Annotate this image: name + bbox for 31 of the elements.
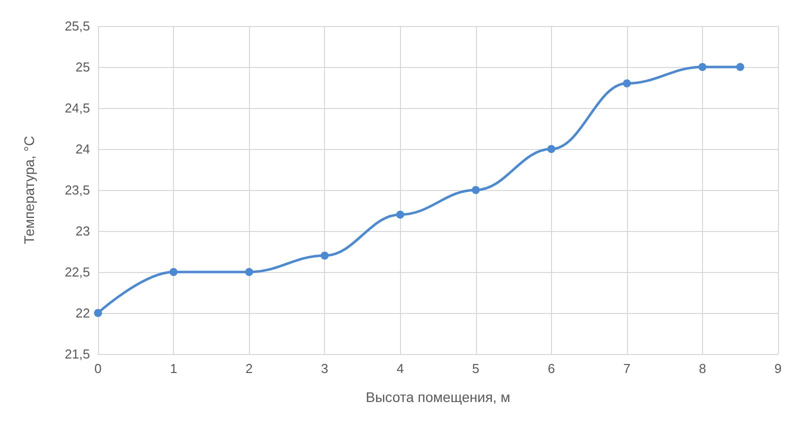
- point: [472, 186, 480, 194]
- point: [622, 79, 631, 88]
- point: [245, 268, 254, 276]
- x-tick-label: 9: [774, 361, 782, 376]
- point: [170, 268, 178, 276]
- y-tick-label: 23,5: [64, 182, 90, 198]
- y-tick-label: 24: [76, 142, 90, 156]
- x-axis-title: Высота помещения, м: [366, 389, 510, 405]
- point: [396, 210, 404, 219]
- y-tick-label: 25: [76, 60, 90, 74]
- y-tick-label: 22,5: [64, 264, 90, 280]
- y-tick-label: 25,5: [64, 18, 90, 34]
- x-tick-label: 3: [321, 361, 328, 376]
- y-axis-title: Температура, °С: [21, 136, 37, 244]
- x-tick-label: 4: [396, 361, 404, 376]
- x-tick-label: 6: [548, 361, 555, 376]
- point: [547, 145, 556, 153]
- x-tick-label: 1: [170, 361, 178, 376]
- y-tick-label: 24,5: [64, 100, 90, 116]
- point: [736, 63, 744, 71]
- x-tick-label: 7: [623, 361, 631, 376]
- y-tick-label: 23: [76, 224, 90, 238]
- x-tick-label: 2: [245, 361, 253, 376]
- x-tick-label: 5: [472, 361, 480, 376]
- x-tick-label: 0: [94, 361, 102, 376]
- x-tick-label: 8: [698, 361, 706, 376]
- point: [698, 63, 706, 71]
- y-tick-label: 21,5: [64, 346, 90, 362]
- point: [94, 309, 102, 317]
- point: [320, 252, 329, 260]
- y-tick-label: 22: [76, 306, 90, 320]
